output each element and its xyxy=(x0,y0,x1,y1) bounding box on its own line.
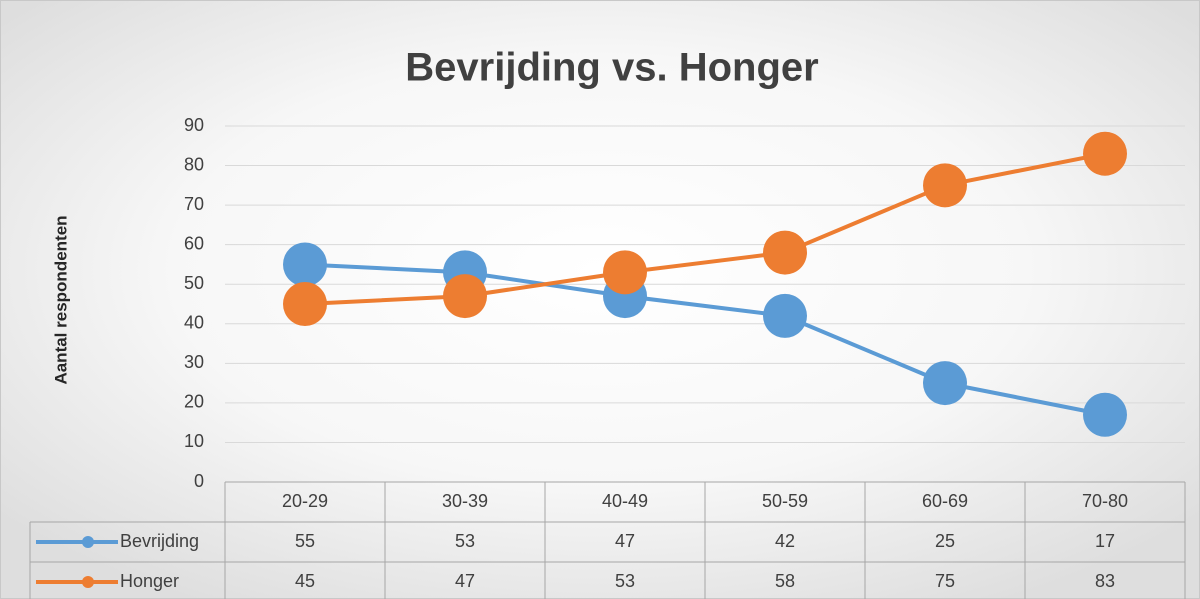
data-point xyxy=(1083,392,1127,437)
y-tick-label: 80 xyxy=(184,154,204,174)
table-value: 17 xyxy=(1095,531,1115,551)
table-value: 83 xyxy=(1095,571,1115,591)
series-line xyxy=(304,151,1106,306)
data-point xyxy=(923,361,967,406)
x-tick-label: 30-39 xyxy=(442,491,488,511)
legend-label: Honger xyxy=(120,571,179,591)
table-value: 47 xyxy=(615,531,635,551)
data-point xyxy=(283,242,327,287)
y-tick-label: 20 xyxy=(184,392,204,412)
table-value: 53 xyxy=(455,531,475,551)
table-value: 53 xyxy=(615,571,635,591)
y-tick-label: 90 xyxy=(184,115,204,135)
y-tick-label: 50 xyxy=(184,273,204,293)
series-line xyxy=(304,262,1106,417)
x-tick-label: 40-49 xyxy=(602,491,648,511)
table-value: 25 xyxy=(935,531,955,551)
table-value: 45 xyxy=(295,571,315,591)
legend-key-marker xyxy=(82,576,94,588)
chart-title: Bevrijding vs. Honger xyxy=(405,46,818,90)
legend-key-marker xyxy=(82,536,94,548)
y-tick-label: 10 xyxy=(184,431,204,451)
y-axis-label: Aantal respondenten xyxy=(51,215,70,384)
x-tick-label: 60-69 xyxy=(922,491,968,511)
table-value: 58 xyxy=(775,571,795,591)
y-tick-label: 70 xyxy=(184,194,204,214)
table-value: 42 xyxy=(775,531,795,551)
y-tick-label: 30 xyxy=(184,352,204,372)
data-point xyxy=(763,230,807,275)
table-value: 75 xyxy=(935,571,955,591)
data-point xyxy=(1083,131,1127,176)
data-point xyxy=(603,250,647,295)
x-tick-label: 50-59 xyxy=(762,491,808,511)
y-tick-label: 40 xyxy=(184,313,204,333)
data-point xyxy=(763,293,807,338)
y-tick-label: 0 xyxy=(194,471,204,491)
x-tick-label: 20-29 xyxy=(282,491,328,511)
data-point xyxy=(283,282,327,326)
y-tick-label: 60 xyxy=(184,233,204,253)
legend-label: Bevrijding xyxy=(120,531,199,551)
x-tick-label: 70-80 xyxy=(1082,491,1128,511)
table-value: 47 xyxy=(455,571,475,591)
data-point xyxy=(923,163,967,208)
data-point xyxy=(443,274,487,319)
table-value: 55 xyxy=(295,531,315,551)
